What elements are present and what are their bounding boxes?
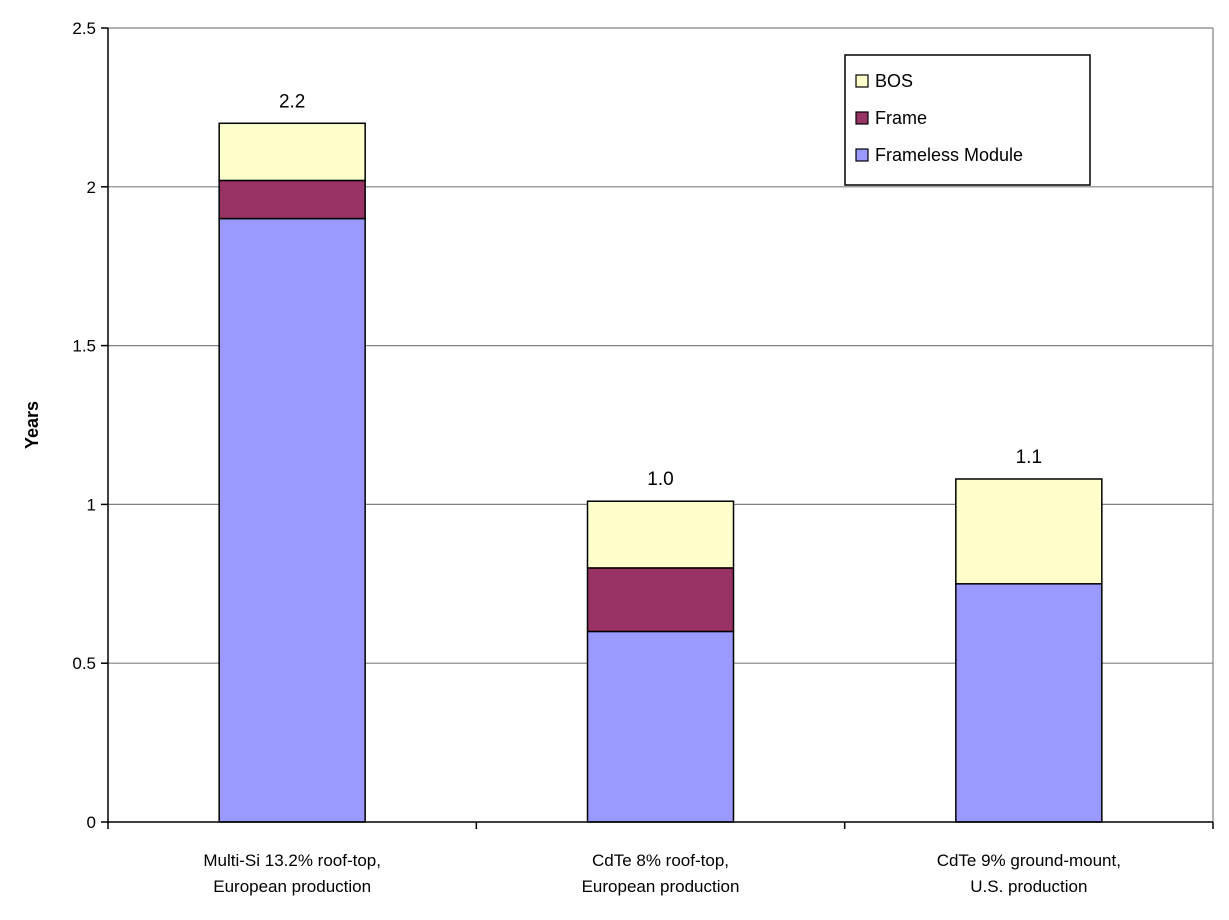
category-label: European production [582, 877, 740, 896]
total-label: 2.2 [279, 91, 305, 112]
total-label: 1.0 [647, 469, 673, 490]
y-tick-label: 2 [87, 178, 96, 197]
category-label: CdTe 9% ground-mount, [937, 851, 1121, 870]
category-label: CdTe 8% roof-top, [592, 851, 729, 870]
category-label: Multi-Si 13.2% roof-top, [203, 851, 381, 870]
category-label: European production [213, 877, 371, 896]
bar-segment [218, 122, 366, 182]
legend-box [844, 54, 1091, 186]
legend-label: Frameless Module [875, 145, 1023, 165]
legend-label: Frame [875, 108, 927, 128]
bar-segment [218, 179, 366, 220]
bar-segment [586, 630, 735, 823]
bar-segment [586, 500, 735, 569]
y-tick-label: 2.5 [72, 19, 96, 38]
y-axis-title: Years [22, 401, 42, 449]
labels: 2.2 Multi-Si 13.2% roof-top, European prod… [22, 19, 1121, 896]
legend-label: BOS [875, 71, 913, 91]
category-label: U.S. production [970, 877, 1087, 896]
bar-segment [955, 478, 1103, 585]
legend-swatch [855, 74, 869, 88]
bar-segment [586, 567, 735, 633]
y-tick-label: 0 [87, 813, 96, 832]
bars [218, 122, 1103, 823]
bar-segment [955, 583, 1103, 823]
legend-swatch [855, 148, 869, 162]
legend: BOS Frame Frameless Module [844, 54, 1091, 186]
axes [101, 27, 1214, 829]
legend-swatch [855, 111, 869, 125]
y-tick-label: 1.5 [72, 337, 96, 356]
y-tick-label: 1 [87, 495, 96, 514]
total-label: 1.1 [1016, 447, 1042, 468]
bar-segment [218, 217, 366, 823]
y-tick-label: 0.5 [72, 654, 96, 673]
